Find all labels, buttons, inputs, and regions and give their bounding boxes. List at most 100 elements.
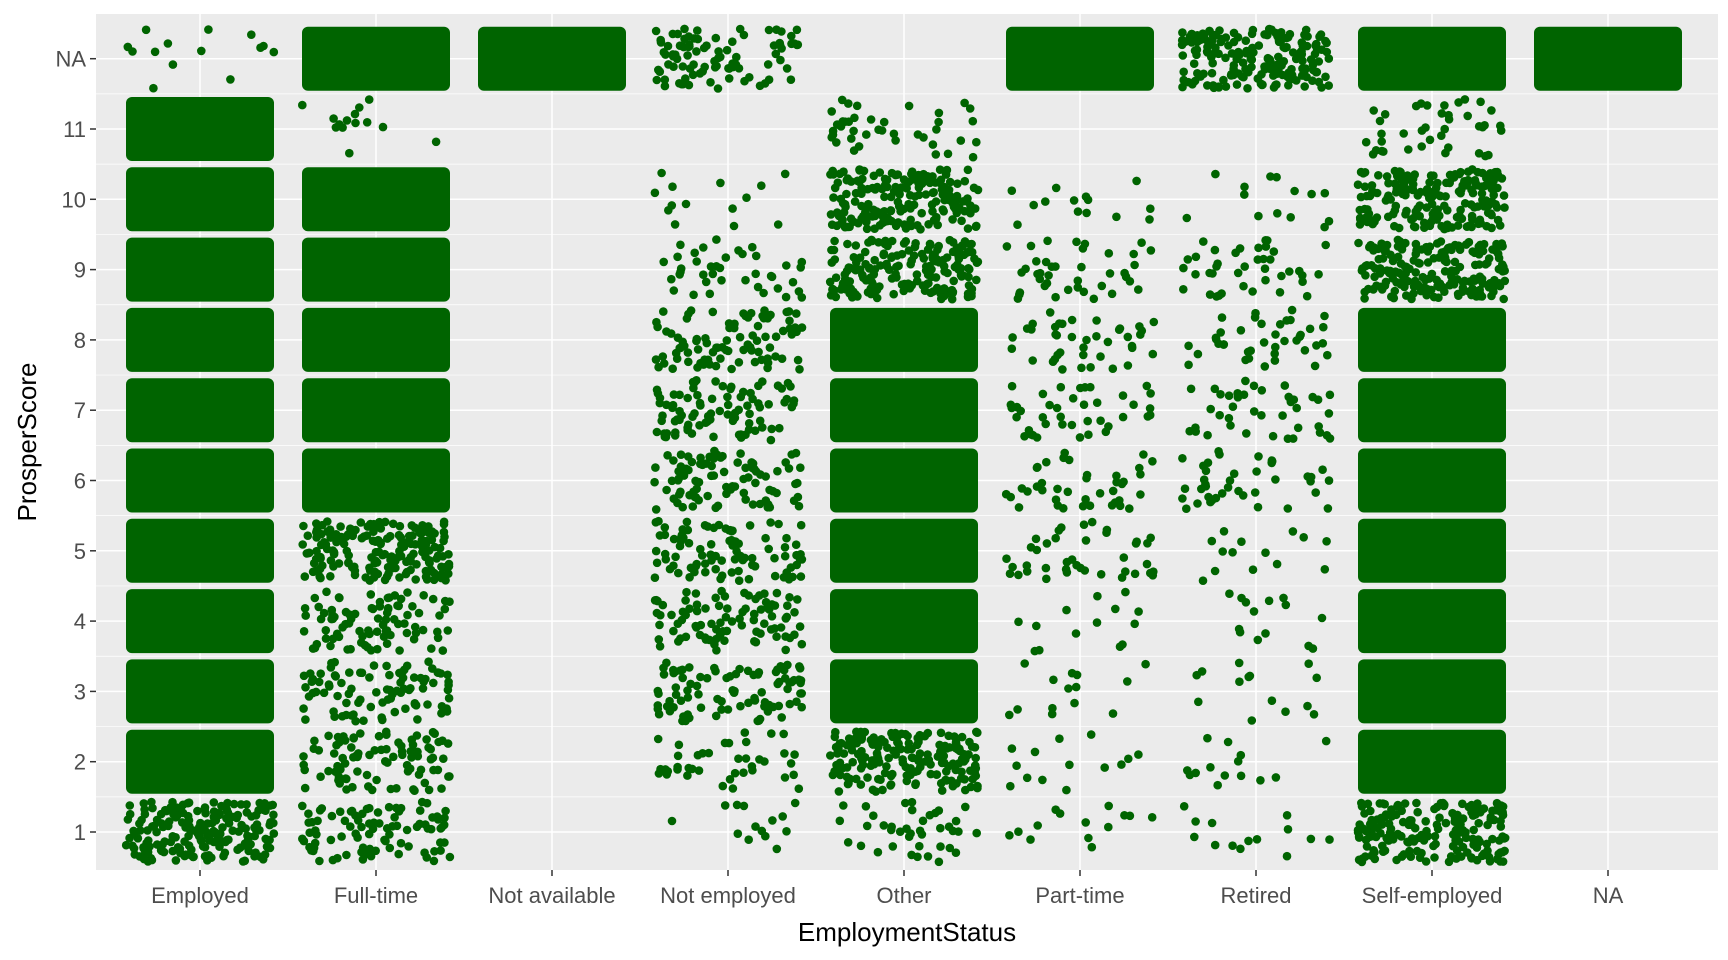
data-point <box>951 737 961 747</box>
data-point <box>1199 237 1208 246</box>
data-point <box>751 594 760 604</box>
data-point <box>1182 504 1191 513</box>
data-point <box>689 60 698 69</box>
data-point <box>1489 815 1499 825</box>
data-point <box>728 686 737 695</box>
data-point <box>1132 176 1141 186</box>
data-point <box>1260 362 1270 371</box>
data-point <box>1374 171 1383 180</box>
data-point <box>843 239 852 249</box>
data-point <box>761 332 770 342</box>
data-point <box>1223 483 1233 492</box>
data-point <box>1247 716 1257 725</box>
data-point <box>415 806 425 815</box>
cluster-employed-na <box>123 25 279 93</box>
data-point <box>1274 52 1283 62</box>
data-point <box>1361 835 1371 845</box>
data-point <box>228 826 237 835</box>
data-point <box>1065 760 1074 770</box>
data-point <box>1392 855 1401 865</box>
data-point <box>1377 146 1387 156</box>
data-point <box>1134 607 1143 616</box>
data-point <box>1443 243 1453 253</box>
y-tick-label: 2 <box>74 750 86 775</box>
data-point <box>690 492 700 502</box>
data-point <box>1228 402 1238 412</box>
data-point <box>669 626 678 636</box>
data-point <box>685 663 694 672</box>
data-point <box>887 253 896 262</box>
data-point <box>849 126 858 136</box>
cluster-self-employed-2 <box>1358 729 1506 794</box>
data-point <box>1321 736 1331 746</box>
data-point <box>730 768 740 778</box>
data-point <box>872 293 882 303</box>
data-point <box>695 69 705 78</box>
data-point <box>1355 213 1365 223</box>
data-point <box>702 338 712 348</box>
data-point <box>1398 817 1408 827</box>
data-point <box>1495 221 1505 230</box>
data-point <box>1453 221 1463 230</box>
data-point <box>395 521 405 531</box>
data-point <box>1378 799 1388 808</box>
data-point <box>1287 64 1296 74</box>
data-point <box>1118 412 1128 422</box>
data-point <box>1319 322 1328 332</box>
data-point <box>1489 190 1498 200</box>
data-point <box>422 735 431 744</box>
data-point <box>951 848 961 857</box>
data-point <box>351 716 360 726</box>
data-point <box>1261 275 1270 285</box>
data-point <box>882 762 891 771</box>
data-point <box>1485 180 1495 189</box>
data-point <box>719 467 729 477</box>
data-point <box>1322 537 1331 546</box>
data-point <box>1324 216 1334 226</box>
data-point <box>139 799 149 808</box>
data-point <box>774 519 783 529</box>
data-point <box>346 822 355 831</box>
data-point <box>706 78 715 87</box>
data-point <box>680 24 689 34</box>
data-point <box>1092 316 1101 325</box>
data-point <box>1288 527 1298 536</box>
data-point <box>704 748 714 758</box>
data-point <box>682 587 691 597</box>
data-point <box>1435 191 1444 200</box>
data-point <box>1289 395 1299 405</box>
data-point <box>1386 195 1395 204</box>
data-point <box>1076 383 1085 393</box>
data-point <box>670 220 680 229</box>
cluster-part-time-7 <box>1006 381 1155 442</box>
data-point <box>761 533 770 543</box>
data-point <box>1038 413 1048 422</box>
data-point <box>951 816 961 826</box>
data-point <box>355 103 364 112</box>
data-point <box>1355 205 1365 215</box>
data-point <box>310 736 319 746</box>
data-point <box>963 165 973 175</box>
cluster-na-na <box>1534 26 1682 91</box>
data-point <box>734 566 743 576</box>
data-point <box>1127 343 1137 353</box>
data-point <box>413 715 422 724</box>
data-point <box>1084 430 1093 440</box>
data-point <box>1146 568 1155 578</box>
data-point <box>1475 272 1485 282</box>
data-point <box>396 551 406 561</box>
data-point <box>1026 543 1036 552</box>
data-point <box>1322 431 1332 440</box>
data-point <box>189 852 198 862</box>
y-axis-title: ProsperScore <box>12 363 42 522</box>
data-point <box>385 830 394 839</box>
data-point <box>952 243 962 252</box>
data-point <box>411 575 421 584</box>
cluster-self-employed-8 <box>1358 307 1506 372</box>
data-point <box>827 220 837 229</box>
data-point <box>1180 484 1190 494</box>
data-point <box>688 70 698 80</box>
data-point <box>357 638 366 647</box>
data-point <box>962 197 971 206</box>
data-point <box>1261 236 1270 245</box>
